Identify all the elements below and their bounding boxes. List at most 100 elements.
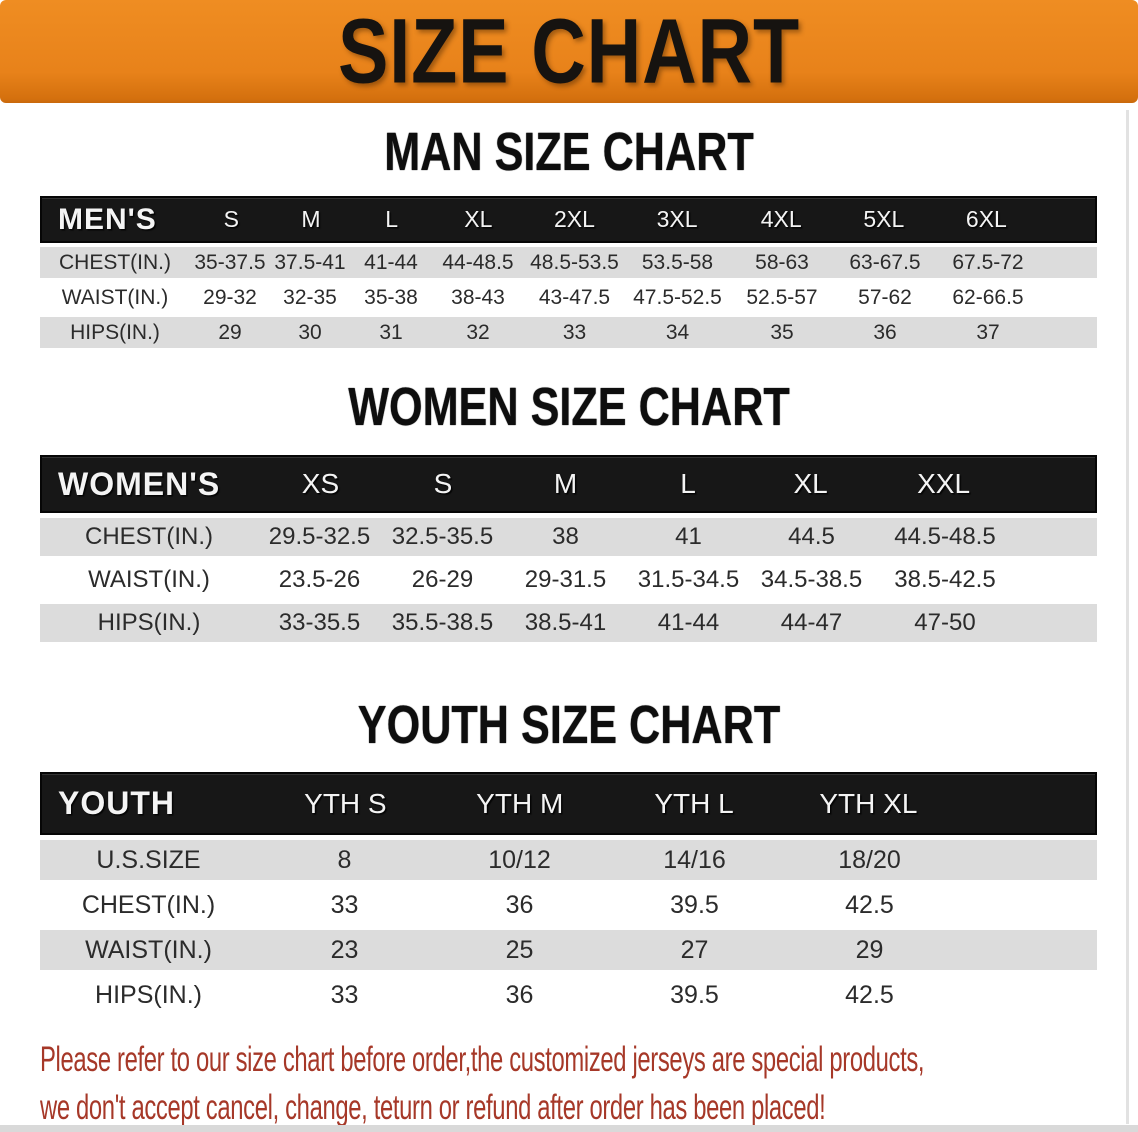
youth-filler-cell xyxy=(957,930,1097,970)
men-column-header: 6XL xyxy=(965,206,1007,232)
men-filler-cell xyxy=(1040,317,1097,348)
youth-table-row: HIPS(IN.) 33 36 39.5 42.5 xyxy=(40,975,1097,1015)
men-row-label: HIPS(IN.) xyxy=(70,320,160,344)
men-size-value: 41-44 xyxy=(364,250,418,274)
women-column-header: XL xyxy=(793,468,828,499)
women-size-value: 32.5-35.5 xyxy=(391,523,494,550)
youth-size-value: 33 xyxy=(330,980,359,1009)
women-size-value: 29.5-32.5 xyxy=(268,523,371,550)
youth-size-value: 36 xyxy=(505,890,534,919)
women-filler-cell xyxy=(1017,604,1097,642)
women-row-label: WAIST(IN.) xyxy=(88,566,210,593)
women-size-value: 33-35.5 xyxy=(278,609,361,636)
men-size-value: 35-38 xyxy=(364,285,418,309)
men-size-value: 44-48.5 xyxy=(442,250,514,274)
women-size-chart-heading: WOMEN SIZE CHART xyxy=(348,377,790,437)
men-size-value: 29 xyxy=(218,320,242,344)
youth-filler-cell xyxy=(957,840,1097,880)
men-column-header: 2XL xyxy=(554,206,595,232)
men-size-value: 34 xyxy=(665,320,690,344)
men-row-label: WAIST(IN.) xyxy=(61,285,169,309)
men-size-value: 32-35 xyxy=(283,285,337,309)
women-size-value: 23.5-26 xyxy=(278,566,361,593)
youth-size-value: 36 xyxy=(505,980,534,1009)
women-size-value: 44.5-48.5 xyxy=(894,523,996,550)
men-table-row: WAIST(IN.) 29-32 32-35 35-38 38-43 43-47.5 47.… xyxy=(40,282,1097,313)
men-size-value: 36 xyxy=(873,320,897,344)
women-size-value: 38.5-42.5 xyxy=(894,566,996,593)
youth-column-header: YTH M xyxy=(476,787,564,819)
men-size-value: 30 xyxy=(298,320,322,344)
women-corner-label: WOMEN'S xyxy=(58,465,221,502)
women-size-value: 47-50 xyxy=(914,609,976,636)
women-size-value: 38 xyxy=(552,523,579,550)
women-column-header: M xyxy=(553,468,578,499)
men-table-row: CHEST(IN.) 35-37.5 37.5-41 41-44 44-48.5 48.5… xyxy=(40,247,1097,278)
youth-size-value: 29 xyxy=(855,935,884,964)
women-filler-cell xyxy=(1017,561,1097,599)
women-column-header: S xyxy=(433,468,453,499)
women-size-table: WOMEN'S XS S M L XL XXL CHEST(IN.) 29.5-32.5 32.5… xyxy=(40,455,1097,642)
disclaimer-line-2: we don't accept cancel, change, teturn o… xyxy=(40,1088,826,1127)
size-chart-banner: SIZE CHART xyxy=(0,0,1138,103)
men-row-label: CHEST(IN.) xyxy=(59,250,171,274)
women-size-value: 41-44 xyxy=(657,609,720,636)
women-size-value: 38.5-41 xyxy=(524,609,607,636)
youth-table-header: YOUTH YTH S YTH M YTH L YTH XL xyxy=(40,772,1097,835)
men-size-value: 53.5-58 xyxy=(641,250,714,274)
men-size-value: 52.5-57 xyxy=(746,285,818,309)
image-right-edge-line xyxy=(1126,110,1129,1124)
men-size-value: 31 xyxy=(379,320,403,344)
women-table-header: WOMEN'S XS S M L XL XXL xyxy=(40,455,1097,513)
men-size-value: 57-62 xyxy=(858,285,912,309)
banner-title: SIZE CHART xyxy=(338,0,800,103)
men-column-header: 3XL xyxy=(656,206,698,232)
women-filler-cell xyxy=(1017,518,1097,556)
youth-size-value: 33 xyxy=(330,890,359,919)
man-size-chart-heading: MAN SIZE CHART xyxy=(384,122,754,182)
women-size-value: 41 xyxy=(675,523,702,550)
men-size-value: 43-47.5 xyxy=(538,285,611,309)
youth-size-value: 39.5 xyxy=(670,890,719,919)
women-row-label: HIPS(IN.) xyxy=(97,609,201,636)
men-table-header: MEN'S S M L XL 2XL 3XL 4XL 5XL 6XL xyxy=(40,196,1097,243)
women-row-label: CHEST(IN.) xyxy=(85,523,213,550)
men-size-value: 63-67.5 xyxy=(849,250,921,274)
youth-size-value: 25 xyxy=(505,935,534,964)
youth-corner-label: YOUTH xyxy=(58,785,175,821)
men-size-value: 38-43 xyxy=(451,285,505,309)
youth-column-header: YTH XL xyxy=(819,787,918,819)
youth-size-value: 18/20 xyxy=(838,845,901,874)
disclaimer-line-1: Please refer to our size chart before or… xyxy=(40,1040,925,1079)
women-filler-cell xyxy=(1015,457,1095,511)
men-size-value: 32 xyxy=(466,320,490,344)
youth-size-value: 8 xyxy=(337,845,352,874)
youth-filler-cell xyxy=(957,975,1097,1015)
men-filler-cell xyxy=(1040,282,1097,313)
men-size-value: 37.5-41 xyxy=(274,250,346,274)
youth-size-chart-heading: YOUTH SIZE CHART xyxy=(357,695,781,755)
men-size-value: 33 xyxy=(562,320,587,344)
men-size-value: 58-63 xyxy=(755,250,809,274)
youth-row-label: WAIST(IN.) xyxy=(85,935,212,964)
youth-filler-cell xyxy=(957,885,1097,925)
men-size-value: 35-37.5 xyxy=(194,250,266,274)
youth-row-label: CHEST(IN.) xyxy=(81,890,216,919)
women-size-value: 26-29 xyxy=(411,566,474,593)
women-column-header: XS xyxy=(301,468,340,499)
men-size-value: 47.5-52.5 xyxy=(633,285,722,309)
youth-table-row: WAIST(IN.) 23 25 27 29 xyxy=(40,930,1097,970)
youth-size-value: 23 xyxy=(330,935,359,964)
youth-size-value: 14/16 xyxy=(663,845,726,874)
women-size-value: 44-47 xyxy=(780,609,843,636)
men-size-value: 37 xyxy=(976,320,1000,344)
women-size-value: 34.5-38.5 xyxy=(760,566,863,593)
women-table-row: CHEST(IN.) 29.5-32.5 32.5-35.5 38 41 44.5 44.5… xyxy=(40,518,1097,556)
men-column-header: 5XL xyxy=(863,206,905,232)
men-size-value: 35 xyxy=(770,320,794,344)
youth-row-label: U.S.SIZE xyxy=(96,845,201,874)
youth-size-value: 42.5 xyxy=(845,890,894,919)
youth-size-value: 10/12 xyxy=(488,845,551,874)
youth-size-value: 27 xyxy=(680,935,709,964)
youth-column-header: YTH S xyxy=(304,787,387,819)
